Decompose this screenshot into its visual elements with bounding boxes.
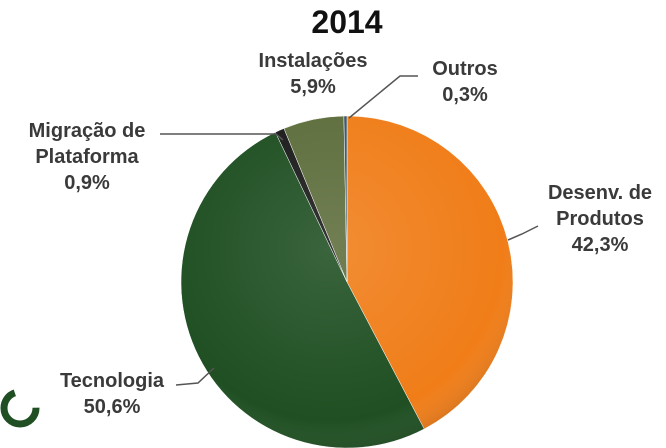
leader-lines [160, 75, 539, 386]
slice-label: Outros 0,3% [415, 56, 515, 108]
value-label: 5,9% [290, 76, 336, 98]
chart-title: 2014 [311, 4, 383, 40]
slice-label: Instalações 5,9% [233, 48, 393, 100]
slice-label: Tecnologia 50,6% [42, 368, 182, 420]
leader-line [507, 225, 539, 241]
slice-label: Migração de Plataforma 0,9% [12, 118, 162, 196]
value-label: 0,3% [442, 84, 488, 106]
leader-line [348, 75, 418, 119]
value-label: 42,3% [571, 234, 629, 256]
leader-line [160, 133, 284, 141]
slice-label: Desenv. de Produtos 42,3% [535, 180, 665, 258]
category-label: Outros [432, 58, 498, 80]
category-label: Instalações [258, 50, 368, 72]
category-label: Migração de Plataforma [28, 120, 146, 168]
logo [0, 388, 40, 428]
value-label: 0,9% [64, 172, 110, 194]
value-label: 50,6% [83, 396, 141, 418]
category-label: Tecnologia [59, 370, 165, 392]
leader-line [175, 367, 215, 386]
category-label: Desenv. de Produtos [547, 182, 653, 230]
